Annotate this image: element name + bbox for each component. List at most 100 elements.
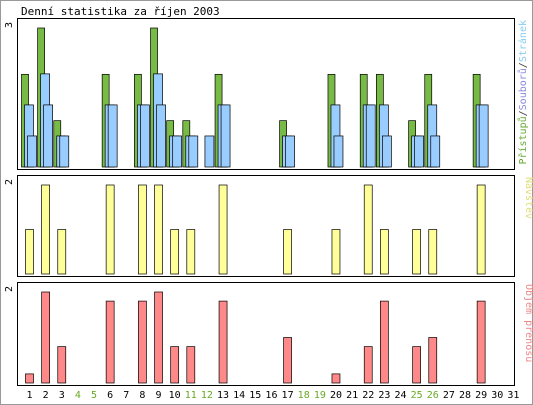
x-tick-label-15: 15	[249, 390, 261, 401]
x-tick-label-5: 5	[91, 390, 97, 401]
bar-transfer-day-8	[138, 300, 147, 384]
bar-pages-day-2	[43, 104, 53, 168]
legend-label: Objem přenosu	[523, 284, 533, 362]
bar-pages-day-17	[285, 135, 295, 168]
x-tick-label-20: 20	[330, 390, 342, 401]
bar-visits-day-23	[380, 229, 389, 275]
bar-transfer-day-11	[186, 346, 196, 384]
bar-pages-day-10	[172, 135, 183, 168]
bar-pages-day-9	[156, 104, 166, 168]
x-tick-label-17: 17	[282, 390, 294, 401]
bar-pages-day-22	[365, 104, 376, 168]
x-tick-label-24: 24	[394, 390, 406, 401]
bar-pages-day-6	[107, 104, 118, 168]
x-tick-label-8: 8	[139, 390, 145, 401]
bar-transfer-day-3	[57, 346, 67, 384]
bar-pages-day-13	[220, 104, 231, 168]
x-tick-label-3: 3	[59, 390, 65, 401]
bar-transfer-day-20	[331, 373, 341, 384]
bar-transfer-day-17	[283, 337, 292, 384]
bar-pages-day-12	[204, 135, 215, 168]
bar-visits-day-2	[41, 184, 50, 275]
bar-transfer-day-25	[412, 346, 421, 384]
x-tick-label-25: 25	[411, 390, 423, 401]
legend-entry-1: Návštěv	[523, 177, 533, 219]
bar-visits-day-1	[25, 229, 34, 275]
x-tick-label-2: 2	[43, 390, 49, 401]
bar-pages-day-3	[59, 135, 70, 168]
bar-visits-day-13	[218, 184, 228, 275]
y-tick-label: 3	[4, 22, 15, 28]
legend-label: Návštěv	[523, 177, 533, 219]
x-tick-label-6: 6	[107, 390, 113, 401]
panel-frame	[17, 282, 515, 386]
x-tick-label-31: 31	[507, 390, 519, 401]
panel-frame	[17, 175, 515, 277]
legend-label: Přístupů/Souborů/Stránek	[517, 20, 529, 165]
bar-visits-day-22	[363, 184, 373, 275]
x-tick-label-26: 26	[427, 390, 439, 401]
x-tick-label-13: 13	[217, 390, 229, 401]
bar-visits-day-17	[283, 229, 292, 275]
legend-entry-2: /	[518, 110, 529, 116]
x-tick-label-22: 22	[362, 390, 374, 401]
legend-entry-4: /	[518, 62, 529, 68]
x-tick-label-27: 27	[443, 390, 455, 401]
bar-visits-day-3	[57, 229, 67, 275]
bar-transfer-day-6	[105, 300, 115, 384]
panel-2: 2 Návštěv	[4, 175, 533, 277]
x-tick-label-23: 23	[378, 390, 390, 401]
x-tick-label-10: 10	[169, 390, 181, 401]
bar-visits-day-9	[154, 184, 163, 275]
bar-visits-day-29	[476, 184, 486, 275]
bar-visits-day-26	[428, 229, 438, 275]
bar-transfer-day-29	[476, 300, 486, 384]
bar-visits-day-8	[138, 184, 147, 275]
x-tick-label-9: 9	[156, 390, 162, 401]
x-tick-label-30: 30	[491, 390, 503, 401]
x-tick-label-16: 16	[265, 390, 277, 401]
x-tick-label-19: 19	[314, 390, 326, 401]
bar-visits-day-25	[412, 229, 421, 275]
bar-transfer-day-13	[218, 300, 228, 384]
bar-pages-day-23	[382, 135, 392, 168]
x-tick-label-18: 18	[298, 390, 310, 401]
chart-title: Denní statistika za říjen 2003	[21, 5, 220, 18]
legend-entry-5: Stránek	[517, 20, 529, 62]
x-tick-label-12: 12	[201, 390, 213, 401]
bar-pages-day-8	[140, 104, 150, 168]
x-tick-label-21: 21	[346, 390, 358, 401]
legend-entry-1: Objem přenosu	[523, 284, 533, 362]
legend-entry-1: Přístupů	[517, 116, 529, 164]
bar-pages-day-11	[188, 135, 199, 168]
x-tick-label-28: 28	[459, 390, 471, 401]
bar-pages-day-25	[414, 135, 424, 168]
bar-transfer-day-26	[428, 337, 438, 384]
bar-pages-day-29	[478, 104, 489, 168]
x-tick-label-4: 4	[75, 390, 81, 401]
bar-transfer-day-23	[380, 300, 389, 384]
bar-visits-day-10	[170, 229, 180, 275]
bar-transfer-day-10	[170, 346, 180, 384]
panel-3: 2 Objem přenosu	[4, 282, 533, 386]
x-tick-label-14: 14	[233, 390, 245, 401]
bar-visits-day-20	[331, 229, 341, 275]
legend-entry-3: Souborů	[517, 68, 529, 110]
bar-transfer-day-9	[154, 291, 163, 384]
x-tick-label-11: 11	[185, 390, 197, 401]
bar-visits-day-11	[186, 229, 196, 275]
bar-pages-day-20	[333, 135, 344, 168]
x-tick-label-29: 29	[475, 390, 487, 401]
bar-visits-day-6	[105, 184, 115, 275]
x-axis-labels: 1 2 3 4 5 6 7 8 9 10 11 12 13 14 15 16 17 18 19 20 21 22 23 24 2…	[26, 390, 519, 401]
bar-pages-day-1	[27, 135, 37, 168]
bar-transfer-day-22	[363, 346, 373, 384]
x-tick-label-1: 1	[26, 390, 32, 401]
x-tick-label-7: 7	[123, 390, 129, 401]
y-tick-label: 2	[4, 179, 15, 185]
bar-pages-day-26	[430, 135, 441, 168]
bar-transfer-day-2	[41, 291, 50, 384]
bar-transfer-day-1	[25, 373, 34, 384]
